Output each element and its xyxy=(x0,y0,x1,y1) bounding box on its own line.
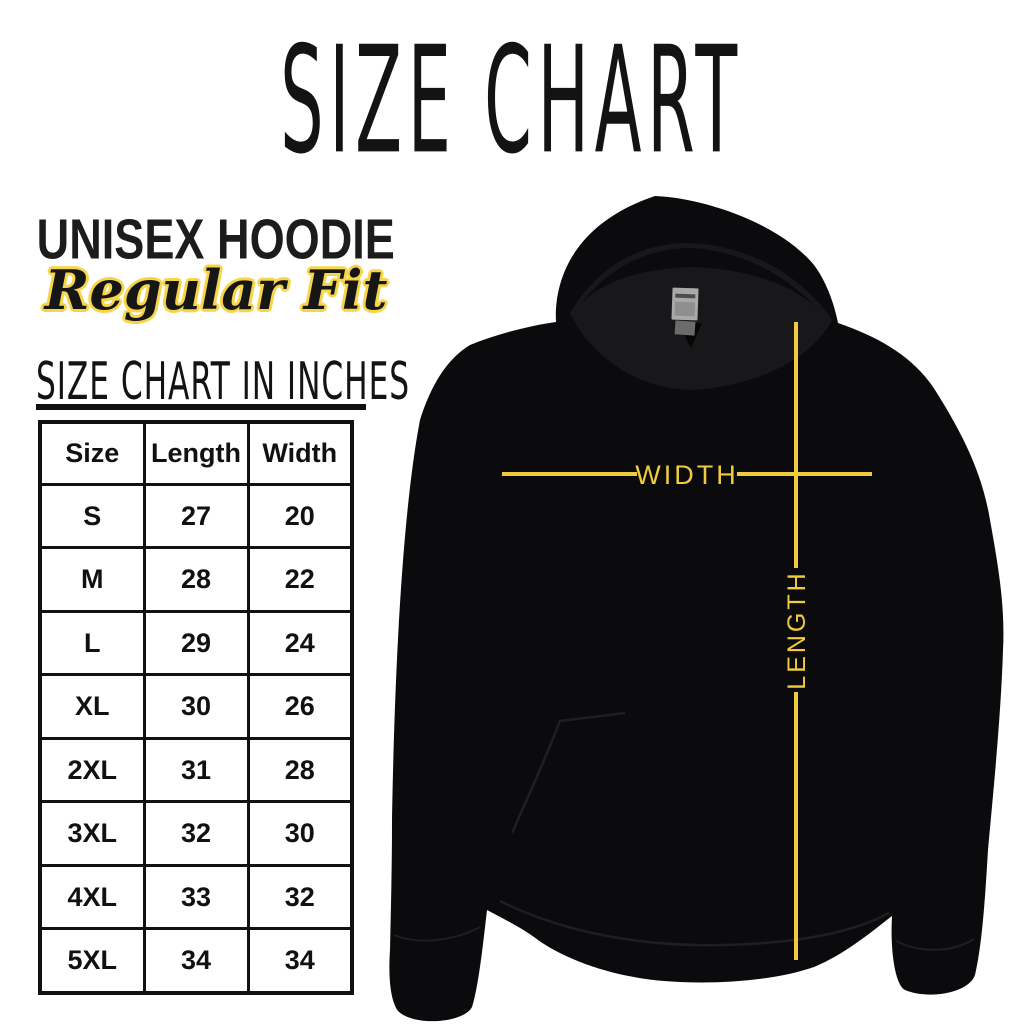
table-row: M 28 22 xyxy=(38,546,354,613)
product-type-label: UNISEX HOODIE xyxy=(36,207,396,271)
width-cell: 28 xyxy=(246,736,354,804)
length-cell: 32 xyxy=(142,800,250,867)
brand-tag-text-mark xyxy=(675,293,696,299)
header-cell-size: Size xyxy=(38,420,146,486)
width-cell: 22 xyxy=(246,546,354,613)
size-cell: 5XL xyxy=(38,927,146,995)
hoodie-silhouette xyxy=(389,196,1004,1022)
length-cell: 31 xyxy=(142,736,250,804)
hem-seam xyxy=(499,899,890,947)
width-cell: 24 xyxy=(246,609,354,677)
fit-label: Regular Fit xyxy=(44,258,388,322)
table-row: XL 30 26 xyxy=(38,673,354,740)
size-cell: M xyxy=(38,546,146,613)
pocket-seam xyxy=(510,711,626,834)
header-cell-length: Length xyxy=(142,420,250,486)
header-cell-width: Width xyxy=(246,420,354,486)
length-cell: 34 xyxy=(142,927,250,995)
table-row: L 29 24 xyxy=(38,609,354,677)
table-row: 2XL 31 28 xyxy=(38,736,354,804)
hood-interior xyxy=(570,243,832,390)
length-cell: 29 xyxy=(142,609,250,677)
brand-tag-lower xyxy=(674,301,696,317)
table-row: 3XL 32 30 xyxy=(38,800,354,867)
length-cell: 33 xyxy=(142,863,250,931)
right-cuff-seam xyxy=(895,938,975,951)
length-cell: 28 xyxy=(142,546,250,613)
size-cell: S xyxy=(38,482,146,550)
size-cell: 2XL xyxy=(38,736,146,804)
width-cell: 30 xyxy=(246,800,354,867)
width-cell: 32 xyxy=(246,863,354,931)
page-title-text: SIZE CHART xyxy=(280,14,744,187)
left-cuff-seam xyxy=(393,926,481,942)
size-cell: XL xyxy=(38,673,146,740)
width-cell: 20 xyxy=(246,482,354,550)
width-label: WIDTH xyxy=(635,460,738,490)
width-cell: 26 xyxy=(246,673,354,740)
heading-underline xyxy=(36,404,366,410)
table-row: 5XL 34 34 xyxy=(38,927,354,995)
length-cell: 27 xyxy=(142,482,250,550)
width-cell: 34 xyxy=(246,927,354,995)
page-title: SIZE CHART xyxy=(0,14,1024,186)
brand-tag-flap xyxy=(674,320,696,336)
table-header-row: Size Length Width xyxy=(38,420,354,486)
table-row: S 27 20 xyxy=(38,482,354,550)
length-cell: 30 xyxy=(142,673,250,740)
length-label: LENGTH xyxy=(783,570,811,689)
table-section-heading: SIZE CHART IN INCHES xyxy=(36,352,411,413)
hood-inner-shadow xyxy=(580,248,822,313)
size-cell: L xyxy=(38,609,146,677)
table-row: 4XL 33 32 xyxy=(38,863,354,931)
size-table: Size Length Width S 27 20 M 28 22 L 29 2… xyxy=(38,420,354,995)
size-cell: 3XL xyxy=(38,800,146,867)
hoodie-illustration: WIDTH LENGTH xyxy=(389,196,1004,1022)
size-cell: 4XL xyxy=(38,863,146,931)
